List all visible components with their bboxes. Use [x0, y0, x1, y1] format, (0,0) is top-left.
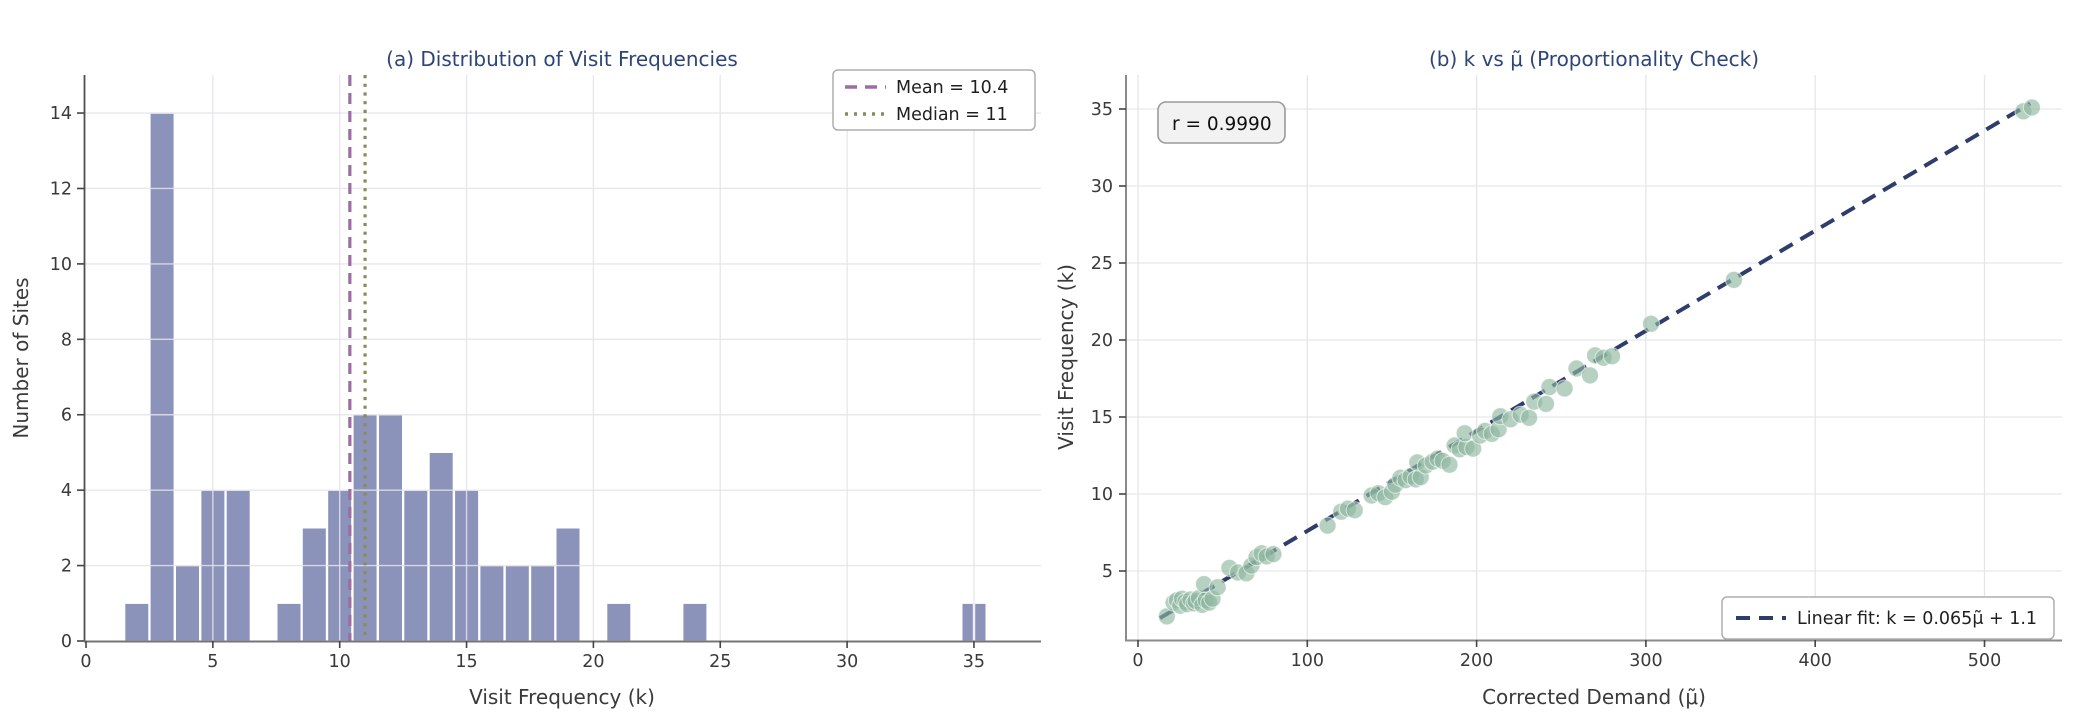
x-tick-label: 35 [963, 652, 985, 672]
scatter-x-tick-labels: 0 100 200 300 400 500 [1132, 651, 2001, 671]
scatter-y-axis-label: Visit Frequency (k) [1054, 264, 1078, 450]
x-tick-label: 15 [455, 652, 477, 672]
histogram-bar [377, 414, 404, 642]
mean-median-lines [348, 75, 367, 641]
x-tick-label: 0 [1132, 651, 1143, 671]
scatter-panel: 0 100 200 300 400 500 5 10 15 20 25 30 35 (b) k vs … [1054, 47, 2062, 709]
x-tick-label: 100 [1291, 651, 1324, 671]
x-tick-label: 30 [836, 652, 858, 672]
histogram-bars [124, 112, 987, 642]
y-tick-label: 0 [61, 632, 72, 652]
median-legend-label: Median = 11 [896, 105, 1008, 125]
x-tick-label: 400 [1798, 651, 1831, 671]
histogram-bar [555, 527, 581, 642]
correlation-annotation: r = 0.9990 [1157, 101, 1286, 144]
x-tick-label: 200 [1460, 651, 1493, 671]
scatter-point [1642, 314, 1660, 333]
scatter-point [1724, 270, 1743, 289]
scatter-point [1264, 545, 1283, 564]
histogram-bar [682, 602, 708, 642]
hist-y-tick-labels: 0 2 4 6 8 10 12 14 [50, 104, 72, 652]
hist-x-tick-labels: 0 5 10 15 20 25 30 35 [80, 652, 985, 672]
y-tick-label: 25 [1091, 254, 1113, 274]
x-tick-label: 0 [80, 652, 91, 672]
histogram-bar [124, 602, 150, 642]
hist-x-axis-label: Visit Frequency (k) [469, 685, 655, 709]
histogram-bar [961, 602, 975, 642]
hist-legend: Mean = 10.4 Median = 11 [832, 69, 1036, 131]
scatter-point [1520, 408, 1539, 427]
y-tick-label: 4 [61, 481, 72, 501]
correlation-annotation-box [1157, 101, 1286, 144]
scatter-title: (b) k vs μ̃ (Proportionality Check) [1429, 47, 1759, 71]
scatter-point [1540, 378, 1559, 396]
y-tick-label: 2 [61, 557, 72, 577]
y-tick-label: 12 [50, 179, 72, 199]
scatter-legend-box [1721, 596, 2055, 640]
histogram-bar [301, 527, 328, 642]
histogram-bar [504, 564, 531, 642]
scatter-point [1208, 578, 1227, 597]
scatter-x-axis-label: Corrected Demand (μ̃) [1482, 685, 1706, 709]
scatter-point [1455, 424, 1474, 443]
fit-legend-label: Linear fit: k = 0.065μ̃ + 1.1 [1797, 609, 2037, 629]
y-tick-label: 8 [61, 330, 72, 350]
y-tick-label: 15 [1091, 408, 1113, 428]
scatter-point [2022, 98, 2041, 117]
y-tick-label: 20 [1091, 331, 1113, 351]
x-tick-label: 300 [1629, 651, 1662, 671]
y-tick-label: 10 [1091, 485, 1113, 505]
histogram-panel: 0 5 10 15 20 25 30 35 0 2 4 6 8 10 12 14 (a) Distribut… [9, 47, 1041, 709]
histogram-bar [973, 602, 987, 642]
histogram-bar [174, 564, 201, 642]
x-tick-label: 25 [709, 652, 731, 672]
scatter-point [1318, 516, 1337, 535]
hist-title: (a) Distribution of Visit Frequencies [386, 47, 738, 71]
y-tick-label: 5 [1102, 562, 1113, 582]
hist-y-axis-label: Number of Sites [9, 277, 33, 438]
scatter-point [1603, 347, 1621, 366]
y-tick-label: 30 [1091, 177, 1113, 197]
histogram-bar [428, 451, 454, 642]
scatter-legend: Linear fit: k = 0.065μ̃ + 1.1 [1721, 596, 2055, 640]
mean-legend-label: Mean = 10.4 [896, 78, 1008, 98]
histogram-bar [606, 602, 632, 642]
histogram-gridlines [84, 75, 1041, 641]
y-tick-label: 14 [50, 104, 72, 124]
histogram-bar [479, 564, 505, 642]
scatter-points [1157, 98, 2041, 626]
y-tick-label: 6 [61, 406, 72, 426]
y-tick-label: 10 [50, 255, 72, 275]
scatter-point [1555, 379, 1574, 398]
x-tick-label: 5 [207, 652, 218, 672]
hist-tick-marks [77, 112, 975, 648]
x-tick-label: 500 [1968, 651, 2001, 671]
scatter-point [1440, 455, 1459, 474]
scatter-point [1345, 501, 1364, 520]
histogram-bar [276, 602, 302, 642]
x-tick-label: 10 [329, 652, 351, 672]
histogram-bar [529, 564, 556, 642]
scatter-gridlines [1126, 75, 2062, 640]
histogram-bar [149, 112, 175, 642]
scatter-point [1581, 366, 1599, 385]
x-tick-label: 20 [582, 652, 604, 672]
correlation-annotation-text: r = 0.9990 [1172, 114, 1272, 135]
scatter-tick-marks [1119, 108, 1986, 647]
y-tick-label: 35 [1091, 100, 1113, 120]
scatter-y-tick-labels: 5 10 15 20 25 30 35 [1091, 100, 1113, 582]
scatter-point [1537, 394, 1555, 413]
